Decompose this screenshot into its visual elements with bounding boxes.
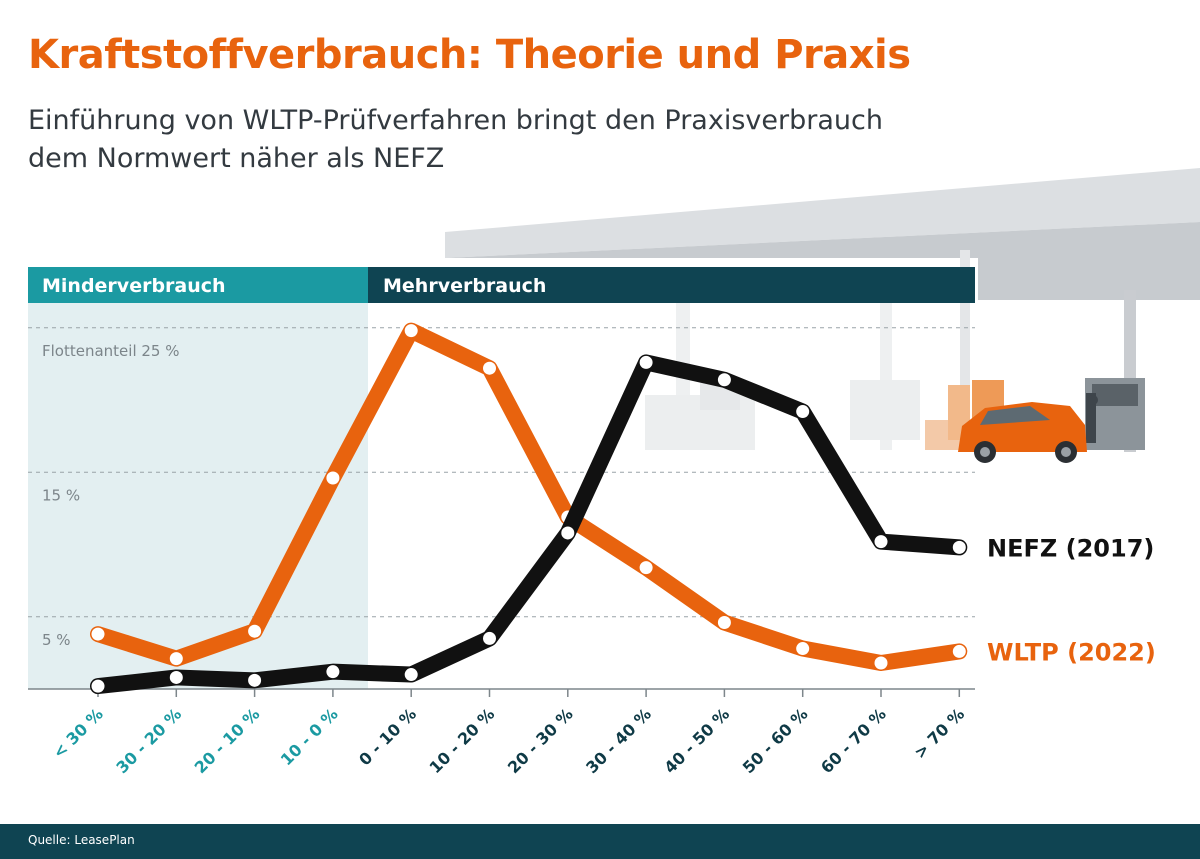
data-point	[91, 679, 105, 693]
data-point	[717, 373, 731, 387]
series-lines	[90, 322, 968, 695]
data-point	[796, 642, 810, 656]
mehrverbrauch-label: Mehrverbrauch	[383, 275, 546, 297]
data-point	[169, 670, 183, 684]
data-point	[483, 631, 496, 645]
data-point	[561, 526, 575, 540]
data-point	[639, 355, 653, 369]
data-point	[248, 673, 262, 687]
x-tick-label: 0 - 10 %	[355, 704, 420, 769]
x-tick-label: < 30 %	[49, 704, 107, 762]
data-point	[952, 540, 966, 554]
x-tick-label: 20 - 10 %	[191, 704, 264, 777]
data-point	[639, 561, 653, 575]
minderverbrauch-label: Minderverbrauch	[42, 275, 226, 297]
data-point	[717, 616, 731, 630]
x-tick-label: 40 - 50 %	[660, 704, 733, 777]
y-tick-label: Flottenanteil 25 %	[42, 342, 180, 360]
gas-station-illustration	[445, 168, 1200, 463]
x-tick-label: 10 - 20 %	[426, 704, 499, 777]
x-tick-label: 50 - 60 %	[739, 704, 812, 777]
y-tick-labels: Flottenanteil 25 % 15 % 5 %	[42, 342, 180, 649]
data-point	[874, 535, 888, 549]
series-line	[90, 354, 968, 695]
page-subtitle: Einführung von WLTP-Prüfverfahren bringt…	[28, 102, 1128, 178]
mehrverbrauch-band	[368, 267, 975, 303]
x-tick-label: 10 - 0 %	[277, 704, 342, 769]
minderverbrauch-area	[28, 303, 368, 689]
data-point	[483, 361, 496, 375]
subtitle-line-2: dem Normwert näher als NEFZ	[28, 143, 445, 174]
data-point	[796, 405, 810, 419]
x-tick-label: 60 - 70 %	[817, 704, 890, 777]
data-point	[952, 644, 966, 658]
footer-bar: Quelle: LeasePlan	[0, 824, 1200, 859]
x-tick-label: > 70 %	[910, 704, 968, 762]
y-tick-label: 15 %	[42, 486, 80, 504]
series-line	[90, 322, 968, 671]
source-label: Quelle: LeasePlan	[28, 833, 135, 847]
data-point	[404, 668, 418, 682]
x-tick-label: 20 - 30 %	[504, 704, 577, 777]
y-tick-label: 5 %	[42, 631, 71, 649]
data-point	[326, 665, 340, 679]
x-axis: < 30 % 30 - 20 % 20 - 10 % 10 - 0 % 0 - 10 %…	[28, 688, 975, 777]
series-label: NEFZ (2017)	[987, 534, 1154, 562]
data-point	[169, 652, 183, 666]
data-point	[91, 627, 105, 641]
minderverbrauch-band	[28, 267, 368, 303]
series-label: WLTP (2022)	[987, 638, 1156, 666]
x-tick-label: 30 - 40 %	[582, 704, 655, 777]
data-point	[404, 324, 418, 338]
data-point	[326, 471, 340, 485]
data-point	[248, 624, 262, 638]
page-title: Kraftstoffverbrauch: Theorie und Praxis	[28, 32, 911, 78]
data-point	[874, 656, 888, 670]
x-tick-label: 30 - 20 %	[112, 704, 185, 777]
subtitle-line-1: Einführung von WLTP-Prüfverfahren bringt…	[28, 105, 883, 136]
series-labels: NEFZ (2017) WLTP (2022)	[987, 534, 1156, 666]
